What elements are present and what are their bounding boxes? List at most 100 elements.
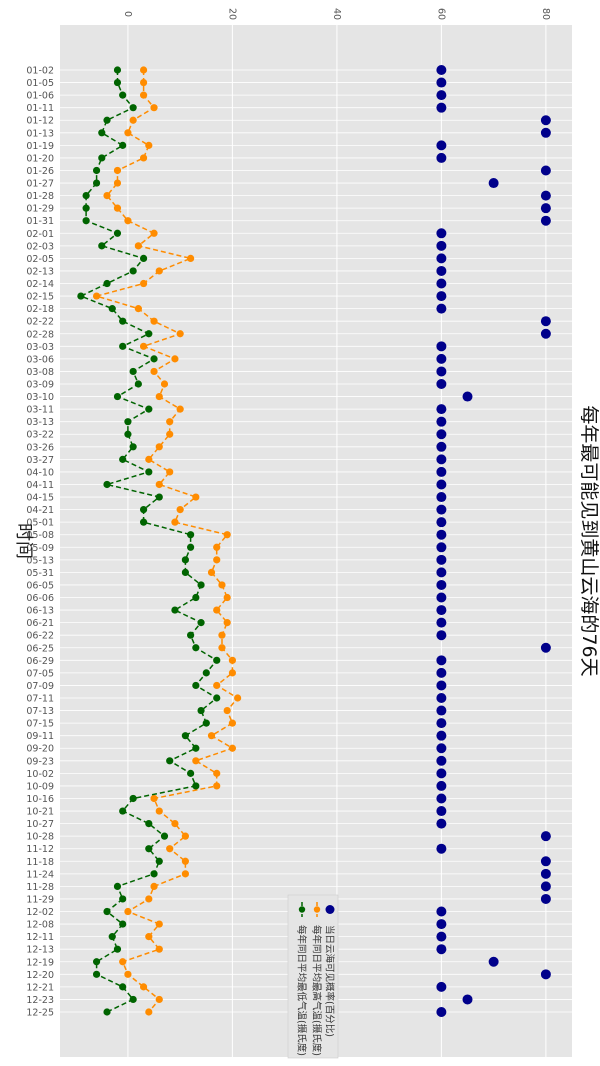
date-tick-label: 02-15 (26, 292, 54, 303)
data-point (436, 341, 447, 352)
data-point (145, 820, 153, 828)
data-point (436, 529, 447, 540)
data-point (436, 655, 447, 666)
data-point (155, 995, 163, 1004)
data-point (98, 154, 106, 162)
data-point (139, 983, 148, 991)
data-point (436, 592, 447, 603)
series-layer (77, 65, 551, 1017)
date-tick-label: 11-18 (26, 857, 54, 868)
data-point (176, 405, 184, 413)
data-point (119, 317, 127, 325)
date-tick-label: 05-13 (26, 555, 54, 566)
data-point (213, 656, 221, 664)
data-point (160, 380, 169, 388)
data-point (92, 292, 101, 300)
data-point (192, 744, 200, 752)
data-point (134, 380, 142, 388)
date-tick-label: 12-21 (26, 982, 54, 993)
date-tick-label: 01-26 (26, 166, 54, 177)
data-point (436, 617, 447, 628)
date-tick-label: 12-20 (26, 970, 54, 981)
data-point (181, 857, 189, 865)
data-point (207, 732, 216, 740)
data-point (436, 278, 447, 289)
date-tick-label: 06-06 (26, 593, 54, 604)
data-point (113, 945, 122, 953)
date-tick-label: 06-21 (26, 618, 54, 629)
data-point (187, 531, 195, 539)
date-tick-label: 01-20 (26, 153, 54, 164)
data-point (540, 190, 551, 201)
data-point (436, 579, 447, 590)
data-point (171, 820, 179, 828)
date-tick-label: 07-13 (26, 706, 54, 717)
data-point (436, 818, 447, 829)
data-point (113, 229, 122, 237)
data-point (129, 116, 137, 124)
data-point (436, 919, 447, 930)
data-point (176, 330, 184, 338)
data-point (540, 642, 551, 653)
date-tick-label: 04-11 (26, 480, 54, 491)
data-point (436, 504, 447, 515)
data-point (436, 65, 447, 75)
data-point (202, 719, 210, 727)
data-point (213, 681, 221, 690)
date-tick-label: 02-28 (26, 329, 54, 340)
data-point (82, 217, 90, 225)
date-tick-label: 07-15 (26, 719, 54, 730)
data-point (436, 680, 447, 691)
data-point (166, 757, 174, 765)
data-point (436, 554, 447, 565)
data-point (155, 945, 163, 953)
legend-marker (298, 906, 306, 913)
data-point (223, 706, 231, 715)
data-point (103, 907, 111, 916)
data-point (139, 342, 148, 350)
date-tick-label: 12-25 (26, 1008, 54, 1019)
data-point (145, 895, 153, 903)
data-point (145, 141, 153, 149)
data-point (113, 882, 122, 891)
data-point (150, 794, 158, 803)
date-tick-label: 12-11 (26, 932, 54, 943)
data-point (488, 178, 499, 189)
data-point (436, 429, 447, 440)
legend-box (287, 894, 339, 1059)
data-point (145, 468, 153, 476)
data-point (108, 933, 116, 941)
data-point (155, 267, 163, 275)
data-point (139, 154, 148, 162)
data-point (119, 920, 127, 928)
data-point (113, 166, 122, 175)
data-point (171, 606, 179, 614)
data-point (98, 129, 106, 137)
data-point (171, 518, 179, 526)
data-point (436, 228, 447, 239)
date-tick-label: 10-02 (26, 769, 54, 780)
data-point (129, 794, 137, 803)
data-point (103, 279, 111, 288)
value-tick-label: 80 (540, 8, 551, 20)
series-line (79, 70, 219, 1013)
date-tick-label: 09-20 (26, 744, 54, 755)
date-tick-label: 06-29 (26, 656, 54, 667)
data-point (436, 780, 447, 791)
data-point (119, 91, 127, 99)
data-point (181, 832, 189, 840)
data-point (218, 631, 226, 639)
data-point (129, 267, 137, 275)
data-point (155, 920, 163, 928)
data-point (462, 994, 473, 1005)
date-tick-label: 07-05 (26, 668, 54, 679)
data-point (436, 567, 447, 578)
data-point (187, 543, 195, 551)
data-point (150, 882, 158, 891)
data-point (436, 1007, 447, 1017)
data-point (436, 793, 447, 804)
data-point (436, 806, 447, 817)
data-point (139, 91, 148, 99)
chart-title: 每年最可能见到黄山云海的76天 (578, 405, 600, 676)
